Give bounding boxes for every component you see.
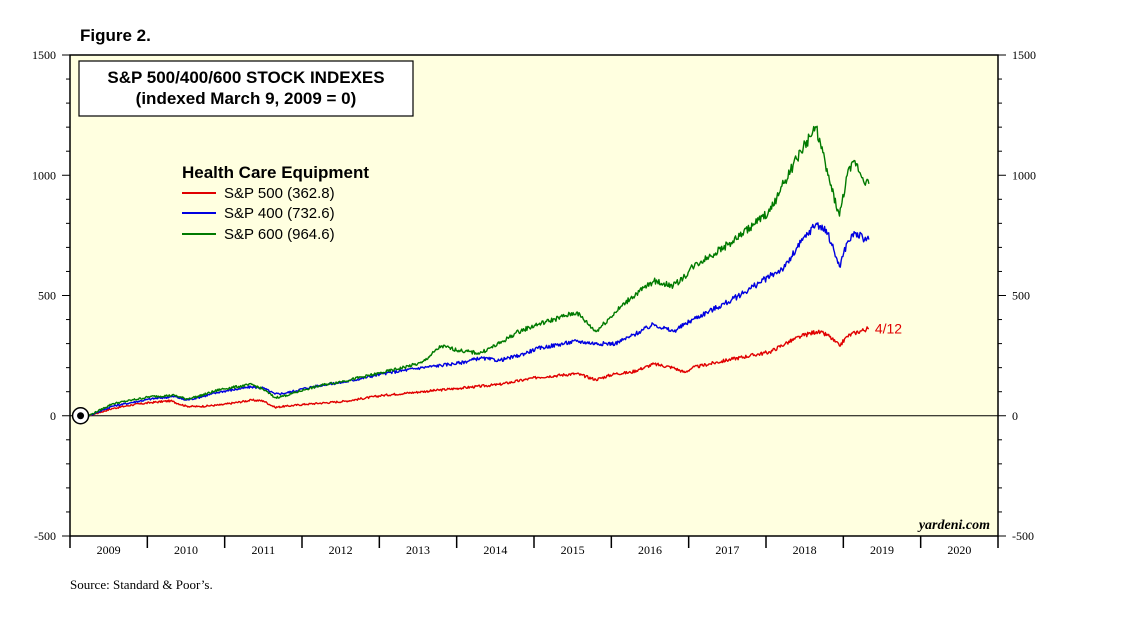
- y-tick-label-left: 500: [38, 289, 56, 303]
- y-tick-label-left: -500: [34, 529, 56, 543]
- x-tick-label: 2015: [561, 543, 585, 557]
- x-tick-label: 2019: [870, 543, 894, 557]
- brand-watermark: yardeni.com: [917, 518, 990, 533]
- y-tick-label-right: 500: [1012, 289, 1030, 303]
- date-annotation: 4/12: [875, 320, 902, 336]
- chart-title: S&P 500/400/600 STOCK INDEXES: [107, 68, 384, 87]
- series-line-s500: [88, 326, 869, 417]
- y-tick-label-right: 1500: [1012, 48, 1036, 62]
- series-layer: [88, 125, 870, 417]
- y-tick-label-right: -500: [1012, 529, 1034, 543]
- x-tick-label: 2016: [638, 543, 662, 557]
- legend-title: Health Care Equipment: [182, 163, 369, 182]
- x-tick-label: 2018: [793, 543, 817, 557]
- chart-subtitle: (indexed March 9, 2009 = 0): [136, 89, 357, 108]
- series-line-s400: [88, 222, 870, 417]
- legend: Health Care Equipment S&P 500 (362.8) S&…: [182, 163, 369, 243]
- x-tick-label: 2020: [947, 543, 971, 557]
- y-tick-label-left: 1000: [32, 168, 56, 182]
- title-box: S&P 500/400/600 STOCK INDEXES (indexed M…: [78, 60, 414, 117]
- series-line-s600: [88, 125, 870, 417]
- y-tick-label-left: 0: [50, 409, 56, 423]
- x-tick-label: 2011: [252, 543, 276, 557]
- x-tick-label: 2009: [97, 543, 121, 557]
- x-tick-label: 2013: [406, 543, 430, 557]
- x-tick-label: 2012: [329, 543, 353, 557]
- start-marker: [71, 407, 90, 425]
- x-tick-label: 2017: [715, 543, 739, 557]
- y-axis-left: -500 0 500 1000 1500: [32, 48, 70, 543]
- source-note: Source: Standard & Poor’s.: [70, 577, 213, 592]
- legend-label-s500: S&P 500 (362.8): [224, 185, 335, 202]
- x-axis: 2009 2010 2011 2012 2013 2014 2015 2016 2017 2018…: [69, 536, 999, 557]
- legend-label-s400: S&P 400 (732.6): [224, 205, 335, 222]
- plot-area: [69, 54, 999, 537]
- x-tick-label: 2010: [174, 543, 198, 557]
- x-tick-label: 2014: [483, 543, 507, 557]
- y-tick-label-left: 1500: [32, 48, 56, 62]
- y-tick-label-right: 1000: [1012, 168, 1036, 182]
- figure-label: Figure 2.: [80, 26, 151, 45]
- y-tick-label-right: 0: [1012, 409, 1018, 423]
- y-axis-right: -500 0 500 1000 1500: [998, 48, 1036, 543]
- legend-label-s600: S&P 600 (964.6): [224, 226, 335, 243]
